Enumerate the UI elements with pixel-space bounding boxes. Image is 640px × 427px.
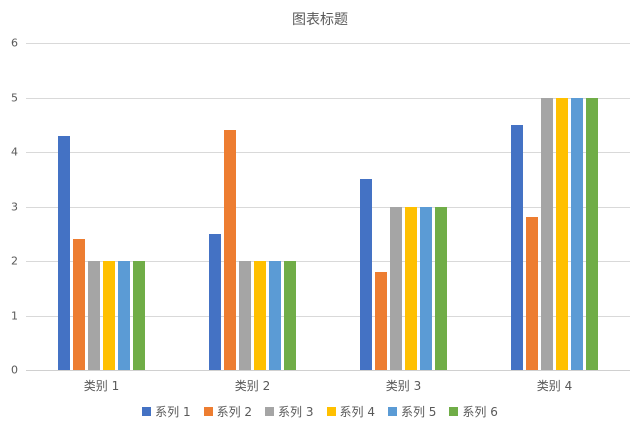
y-axis: 0 1 2 3 4 5 6 [0,37,22,377]
gridline [26,152,630,153]
y-tick-label: 4 [11,145,18,159]
gridline [26,43,630,44]
bar [360,179,372,370]
gridline [26,315,630,317]
bar [375,271,387,370]
bar-group [177,43,328,370]
legend-item: 系列 4 [326,403,375,420]
y-tick-label: 0 [11,363,18,377]
gridline [26,261,630,262]
bar [133,261,145,370]
legend-label: 系列 1 [155,405,191,419]
legend-swatch-icon [203,407,213,416]
bar [556,97,568,370]
legend-item: 系列 5 [387,403,437,420]
bar [103,261,115,370]
legend-item: 系列 1 [142,403,191,420]
y-tick-label: 5 [11,91,18,104]
gridline [26,97,630,99]
bar [526,217,538,370]
bar [571,97,583,370]
legend-item: 系列 6 [449,403,498,420]
legend-swatch-icon [326,407,336,416]
bar [118,261,130,370]
legend-swatch-icon [142,407,152,416]
bar-groups [26,43,630,370]
legend-item: 系列 2 [203,403,253,420]
gridline [26,206,630,208]
bar [586,97,598,370]
x-category-label: 类别 3 [385,379,422,393]
bar [390,206,402,370]
x-axis: 类别 1 类别 2 类别 3 类别 4 [26,377,630,394]
legend: 系列 1 系列 2 系列 3 系列 4 系列 5 系列 6 [0,403,640,420]
legend-label: 系列 3 [278,405,314,419]
bar-group [26,43,177,370]
legend-swatch-icon [387,407,397,416]
bar [511,124,523,370]
y-tick-label: 3 [11,200,18,213]
y-tick-label: 1 [11,309,18,322]
chart-title: 图表标题 [292,12,348,28]
legend-item: 系列 3 [265,403,314,420]
x-category-label: 类别 2 [234,379,271,393]
bar [239,261,251,370]
bar [405,206,417,370]
bar [541,97,553,370]
bar [88,261,100,370]
legend-label: 系列 6 [462,405,498,419]
legend-label: 系列 5 [400,405,437,419]
y-tick-label: 6 [11,36,18,50]
bar-group [479,43,630,370]
bar-group [328,43,479,370]
bar [224,130,236,370]
legend-label: 系列 2 [216,405,253,419]
bar [73,239,85,370]
bar [284,261,296,370]
legend-swatch-icon [449,407,459,416]
legend-swatch-icon [265,407,275,416]
x-category-label: 类别 4 [536,379,573,393]
legend-label: 系列 4 [339,405,375,419]
bar [254,261,266,370]
bar [58,135,70,370]
bar [420,206,432,370]
bar [435,206,447,370]
bar [269,261,281,370]
bar [209,233,221,370]
x-category-label: 类别 1 [83,379,120,393]
y-tick-label: 2 [11,254,18,268]
plot-area [26,43,630,371]
